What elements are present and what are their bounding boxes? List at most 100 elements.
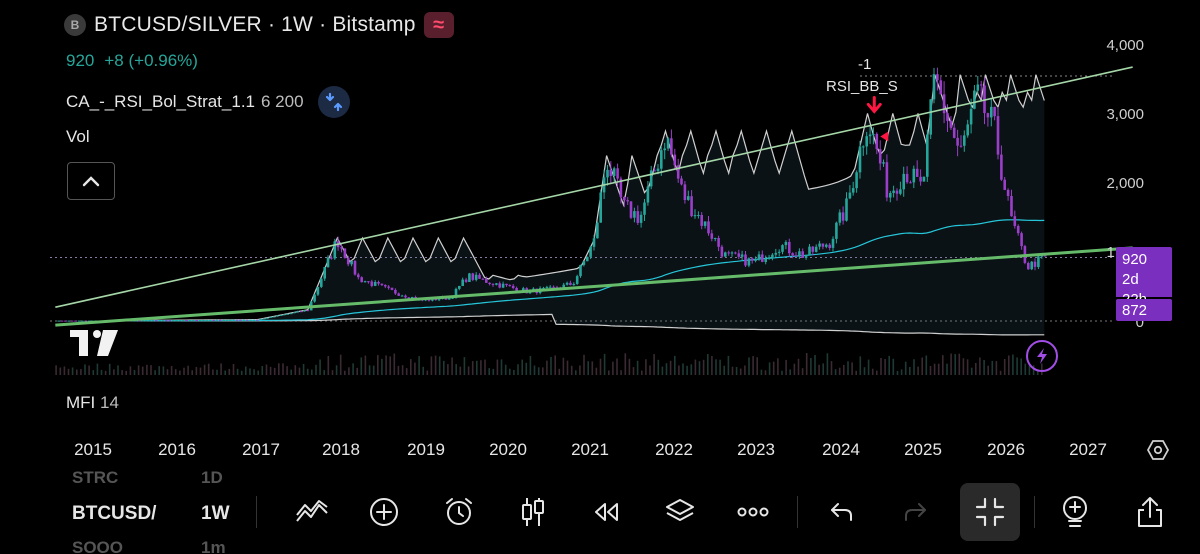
volume-bar bbox=[843, 364, 845, 375]
volume-bar bbox=[158, 366, 160, 375]
chart-type-button[interactable] bbox=[513, 494, 553, 530]
candle-body bbox=[171, 320, 175, 322]
more-button[interactable] bbox=[733, 494, 773, 530]
mfi-legend[interactable]: MFI 14 bbox=[66, 393, 119, 413]
exit-fullscreen-button[interactable] bbox=[960, 483, 1020, 541]
candle-body bbox=[289, 313, 293, 315]
x-tick-2022: 2022 bbox=[655, 440, 693, 459]
candle-body bbox=[272, 316, 276, 318]
indicators-button[interactable] bbox=[292, 494, 332, 530]
volume-bar bbox=[525, 362, 528, 375]
add-button[interactable] bbox=[364, 494, 404, 530]
candle-body bbox=[720, 246, 724, 257]
volume-bar bbox=[174, 369, 177, 375]
chart-area[interactable]: B BTCUSD/SILVER · 1W · Bitstamp ≈ 920 +8… bbox=[0, 0, 1200, 430]
share-button[interactable] bbox=[1130, 494, 1170, 530]
volume-bar bbox=[492, 368, 495, 375]
candle-body bbox=[848, 192, 852, 199]
candle-body bbox=[609, 169, 613, 176]
candle-body bbox=[612, 168, 616, 176]
volume-bar bbox=[257, 370, 259, 375]
arrows-in-icon[interactable] bbox=[317, 86, 350, 118]
volume-bar bbox=[253, 369, 255, 375]
volume-bar bbox=[888, 355, 890, 375]
mfi-params: 14 bbox=[100, 393, 119, 412]
candle-body bbox=[841, 212, 845, 221]
volume-bar bbox=[191, 370, 193, 375]
timeframe-selector[interactable]: 1W bbox=[201, 503, 230, 524]
chart-header[interactable]: B BTCUSD/SILVER · 1W · Bitstamp ≈ bbox=[64, 12, 454, 38]
bottom-toolbar[interactable]: STRC 1D BTCUSD/ 1W SOOO 1m bbox=[0, 468, 1200, 554]
undo-button[interactable] bbox=[822, 494, 862, 530]
candle-body bbox=[1027, 263, 1030, 270]
candle-body bbox=[77, 320, 81, 322]
candle-body bbox=[202, 320, 205, 321]
candle-body bbox=[865, 136, 868, 147]
collapse-legend-button[interactable] bbox=[67, 162, 115, 200]
volume-bar bbox=[624, 353, 627, 375]
ideas-button[interactable] bbox=[1055, 494, 1095, 530]
candle-body bbox=[939, 80, 943, 95]
candle-body bbox=[868, 134, 872, 137]
volume-bar bbox=[183, 367, 185, 375]
volume-bar bbox=[731, 366, 734, 375]
candle-body bbox=[252, 319, 256, 321]
candle-body bbox=[151, 320, 155, 322]
volume-bar bbox=[401, 365, 404, 375]
candle-body bbox=[761, 254, 764, 262]
candle-body bbox=[990, 106, 993, 118]
chart-settings-button[interactable] bbox=[1144, 436, 1172, 464]
volume-bar bbox=[339, 354, 342, 375]
candle-body bbox=[491, 283, 495, 285]
candle-body bbox=[757, 254, 761, 259]
volume-bar bbox=[315, 364, 317, 375]
candle-body bbox=[242, 319, 246, 321]
volume-bar bbox=[125, 370, 127, 375]
candle-body bbox=[959, 145, 963, 147]
replay-button[interactable] bbox=[586, 494, 626, 530]
wave-icon[interactable]: ≈ bbox=[423, 12, 454, 38]
low-price-tag[interactable]: 872 bbox=[1116, 299, 1172, 321]
candle-body bbox=[956, 137, 959, 146]
price-chart[interactable] bbox=[0, 0, 1200, 430]
candle-body bbox=[1033, 261, 1037, 267]
volume-bar bbox=[727, 355, 730, 375]
candle-body bbox=[299, 311, 303, 313]
current-price-tag[interactable]: 920 2d 22h bbox=[1116, 247, 1172, 308]
candle-body bbox=[616, 168, 619, 179]
candle-body bbox=[323, 267, 326, 279]
candle-body bbox=[340, 247, 343, 249]
flash-icon[interactable] bbox=[1026, 340, 1058, 372]
candle-body bbox=[926, 134, 929, 177]
candle-body bbox=[885, 162, 889, 198]
volume-bar bbox=[694, 359, 697, 375]
volume-bar bbox=[570, 365, 573, 375]
candle-body bbox=[70, 320, 74, 322]
candle-body bbox=[993, 106, 996, 117]
volume-bar bbox=[575, 370, 577, 375]
candle-body bbox=[660, 150, 663, 169]
redo-button[interactable] bbox=[895, 494, 935, 530]
volume-bar bbox=[397, 365, 400, 375]
indicator-legend[interactable]: CA_-_RSI_Bol_Strat_1.1 6 200 bbox=[66, 86, 350, 118]
candle-body bbox=[565, 282, 569, 285]
volume-legend[interactable]: Vol bbox=[66, 127, 90, 146]
volume-bar bbox=[822, 363, 824, 375]
signal-count: -1 bbox=[858, 56, 872, 73]
candle-body bbox=[828, 244, 831, 248]
candle-body bbox=[909, 182, 912, 184]
volume-bar bbox=[603, 353, 606, 375]
mfi-name[interactable]: MFI bbox=[66, 393, 96, 412]
alert-button[interactable] bbox=[439, 494, 479, 530]
layers-button[interactable] bbox=[660, 494, 700, 530]
upper-trendline bbox=[55, 66, 1133, 308]
volume-bar bbox=[917, 366, 919, 375]
chart-title[interactable]: BTCUSD/SILVER · 1W · Bitstamp bbox=[94, 13, 416, 36]
ghost-symbol-bottom: SOOO bbox=[72, 538, 124, 554]
indicator-name[interactable]: CA_-_RSI_Bol_Strat_1.1 bbox=[66, 92, 255, 111]
candle-body bbox=[606, 169, 609, 178]
symbol-selector[interactable]: BTCUSD/ bbox=[72, 503, 157, 524]
volume-bar bbox=[863, 367, 866, 375]
volume-bar bbox=[438, 356, 441, 375]
time-axis[interactable]: 2015 2016 2017 2018 2019 2020 2021 2022 … bbox=[0, 430, 1200, 470]
